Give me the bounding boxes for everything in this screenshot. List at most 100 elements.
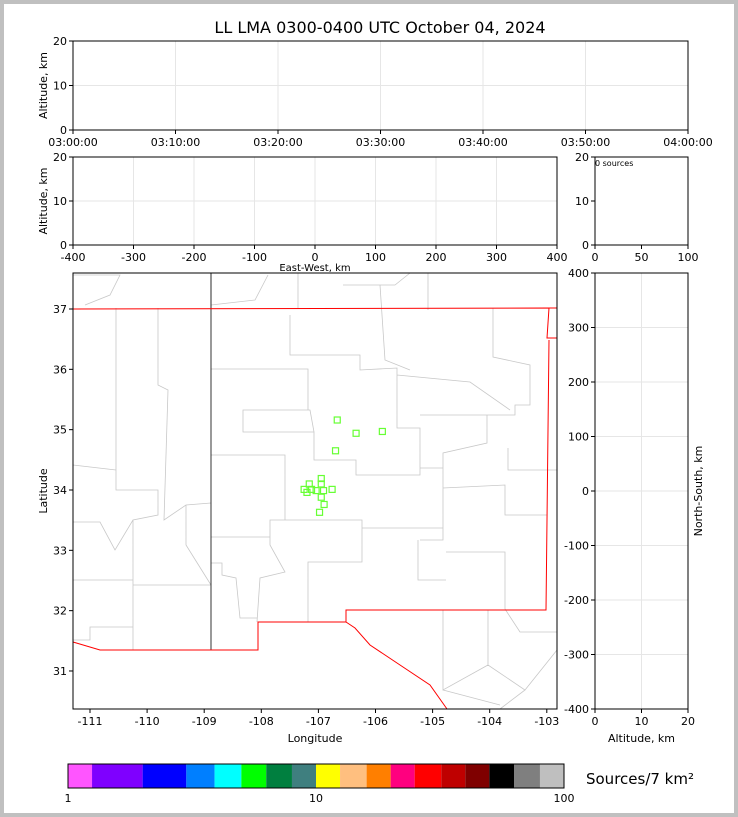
- source-point: [333, 416, 341, 424]
- alt-ns-panel: 0 10 20 400 300 200 100 0 -100 -200 -300 -400 Altitu…: [564, 267, 705, 745]
- y-tick-label: -200: [564, 594, 589, 607]
- y-tick-label: 0: [60, 239, 67, 252]
- y-tick-label: 100: [568, 431, 589, 444]
- axes-frame: [72, 156, 558, 246]
- y-tick-label: 10: [53, 80, 67, 93]
- axes-frame: [594, 272, 689, 710]
- colorbar-tick-label: 1: [65, 792, 72, 805]
- colorbar-tick-label: 10: [309, 792, 323, 805]
- source-point: [378, 427, 386, 436]
- x-tick-label: 100: [678, 251, 699, 264]
- y-tick-label: 35: [53, 424, 67, 437]
- y-tick-label: 300: [568, 322, 589, 335]
- colorbar-swatch: [316, 764, 341, 788]
- lma-figure: LL LMA 0300-0400 UTC October 04, 2024 03…: [4, 4, 734, 813]
- y-tick-label: -300: [564, 649, 589, 662]
- x-tick-label: -109: [192, 715, 217, 728]
- source-point: [331, 447, 340, 455]
- colorbar-swatch: [266, 764, 292, 788]
- colorbar-swatch: [465, 764, 490, 788]
- x-tick-label: 0: [592, 251, 599, 264]
- y-tick-label: 20: [53, 151, 67, 164]
- sources-count: 0 sources: [595, 159, 633, 168]
- x-tick-label: 200: [426, 251, 447, 264]
- y-axis-label: North-South, km: [692, 446, 705, 537]
- source-point: [320, 500, 328, 509]
- x-tick-label: -200: [182, 251, 207, 264]
- chart-title: LL LMA 0300-0400 UTC October 04, 2024: [214, 18, 545, 37]
- colorbar-label: Sources/7 km²: [586, 770, 694, 788]
- colorbar-swatch: [186, 764, 215, 788]
- x-tick-label: -103: [534, 715, 559, 728]
- source-point: [328, 485, 336, 493]
- x-tick-label: -107: [306, 715, 331, 728]
- x-axis-label: Longitude: [288, 732, 343, 745]
- source-point: [312, 486, 320, 495]
- ew-alt-panel: -400 -300 -200 -100 0 100 200 300 400 0 10 20 East-W…: [37, 151, 568, 274]
- x-tick-label: -106: [363, 715, 388, 728]
- source-point: [317, 493, 325, 501]
- figure-svg: LL LMA 0300-0400 UTC October 04, 2024 03…: [37, 18, 713, 805]
- colorbar-swatch: [291, 764, 316, 788]
- y-axis-label: Altitude, km: [37, 52, 50, 119]
- x-tick-label: 50: [635, 251, 649, 264]
- colorbar-swatch: [539, 764, 564, 788]
- x-tick-label: 400: [547, 251, 568, 264]
- colorbar-swatch: [142, 764, 187, 788]
- x-tick-label: 03:50:00: [561, 136, 610, 149]
- x-tick-label: -111: [78, 715, 103, 728]
- x-tick-label: -108: [249, 715, 274, 728]
- histogram-panel: 0 50 100 0 10 20 0 sources: [575, 151, 699, 264]
- colorbar-swatch: [414, 764, 442, 788]
- x-tick-label: -105: [420, 715, 445, 728]
- x-tick-label: 03:10:00: [151, 136, 200, 149]
- y-tick-label: 0: [582, 485, 589, 498]
- y-tick-label: 20: [53, 35, 67, 48]
- colorbar-swatch: [390, 764, 415, 788]
- axes-frame: [72, 40, 689, 131]
- y-tick-label: 200: [568, 376, 589, 389]
- x-tick-label: -104: [477, 715, 502, 728]
- x-tick-label: 04:00:00: [663, 136, 712, 149]
- y-tick-label: 20: [575, 151, 589, 164]
- x-tick-label: -400: [61, 251, 86, 264]
- x-tick-label: 20: [681, 715, 695, 728]
- x-tick-label: 03:00:00: [48, 136, 97, 149]
- x-tick-label: 0: [592, 715, 599, 728]
- y-tick-label: 36: [53, 363, 67, 376]
- x-tick-label: 03:30:00: [356, 136, 405, 149]
- y-tick-label: 32: [53, 605, 67, 618]
- colorbar-swatch: [214, 764, 242, 788]
- map-boundaries: [72, 272, 558, 710]
- y-tick-label: 0: [60, 124, 67, 137]
- x-tick-label: 300: [486, 251, 507, 264]
- y-axis-label: Altitude, km: [37, 167, 50, 234]
- x-tick-label: 100: [365, 251, 386, 264]
- colorbar-swatch: [92, 764, 143, 788]
- y-tick-label: -100: [564, 540, 589, 553]
- y-tick-label: 34: [53, 484, 67, 497]
- x-tick-label: 03:20:00: [253, 136, 302, 149]
- x-axis-label: East-West, km: [279, 263, 350, 274]
- y-tick-label: -400: [564, 703, 589, 716]
- x-tick-label: -300: [121, 251, 146, 264]
- plan-view-panel: -111 -110 -109 -108 -107 -106 -105 -104 -103 31 32…: [37, 272, 559, 745]
- colorbar-tick-label: 100: [554, 792, 575, 805]
- x-axis-label: Altitude, km: [608, 732, 675, 745]
- source-point: [319, 486, 328, 495]
- colorbar-swatch: [441, 764, 466, 788]
- y-tick-label: 37: [53, 303, 67, 316]
- colorbar-swatch: [366, 764, 391, 788]
- y-tick-label: 0: [582, 239, 589, 252]
- source-point: [303, 488, 311, 497]
- colorbar-swatch: [68, 764, 93, 788]
- y-tick-label: 31: [53, 665, 67, 678]
- colorbar-swatch: [514, 764, 540, 788]
- source-point: [352, 429, 360, 437]
- x-tick-label: 03:40:00: [458, 136, 507, 149]
- y-tick-label: 10: [53, 195, 67, 208]
- colorbar-swatch: [241, 764, 267, 788]
- colorbar: 1 10 100: [65, 763, 575, 805]
- source-point: [315, 508, 324, 516]
- y-tick-label: 33: [53, 544, 67, 557]
